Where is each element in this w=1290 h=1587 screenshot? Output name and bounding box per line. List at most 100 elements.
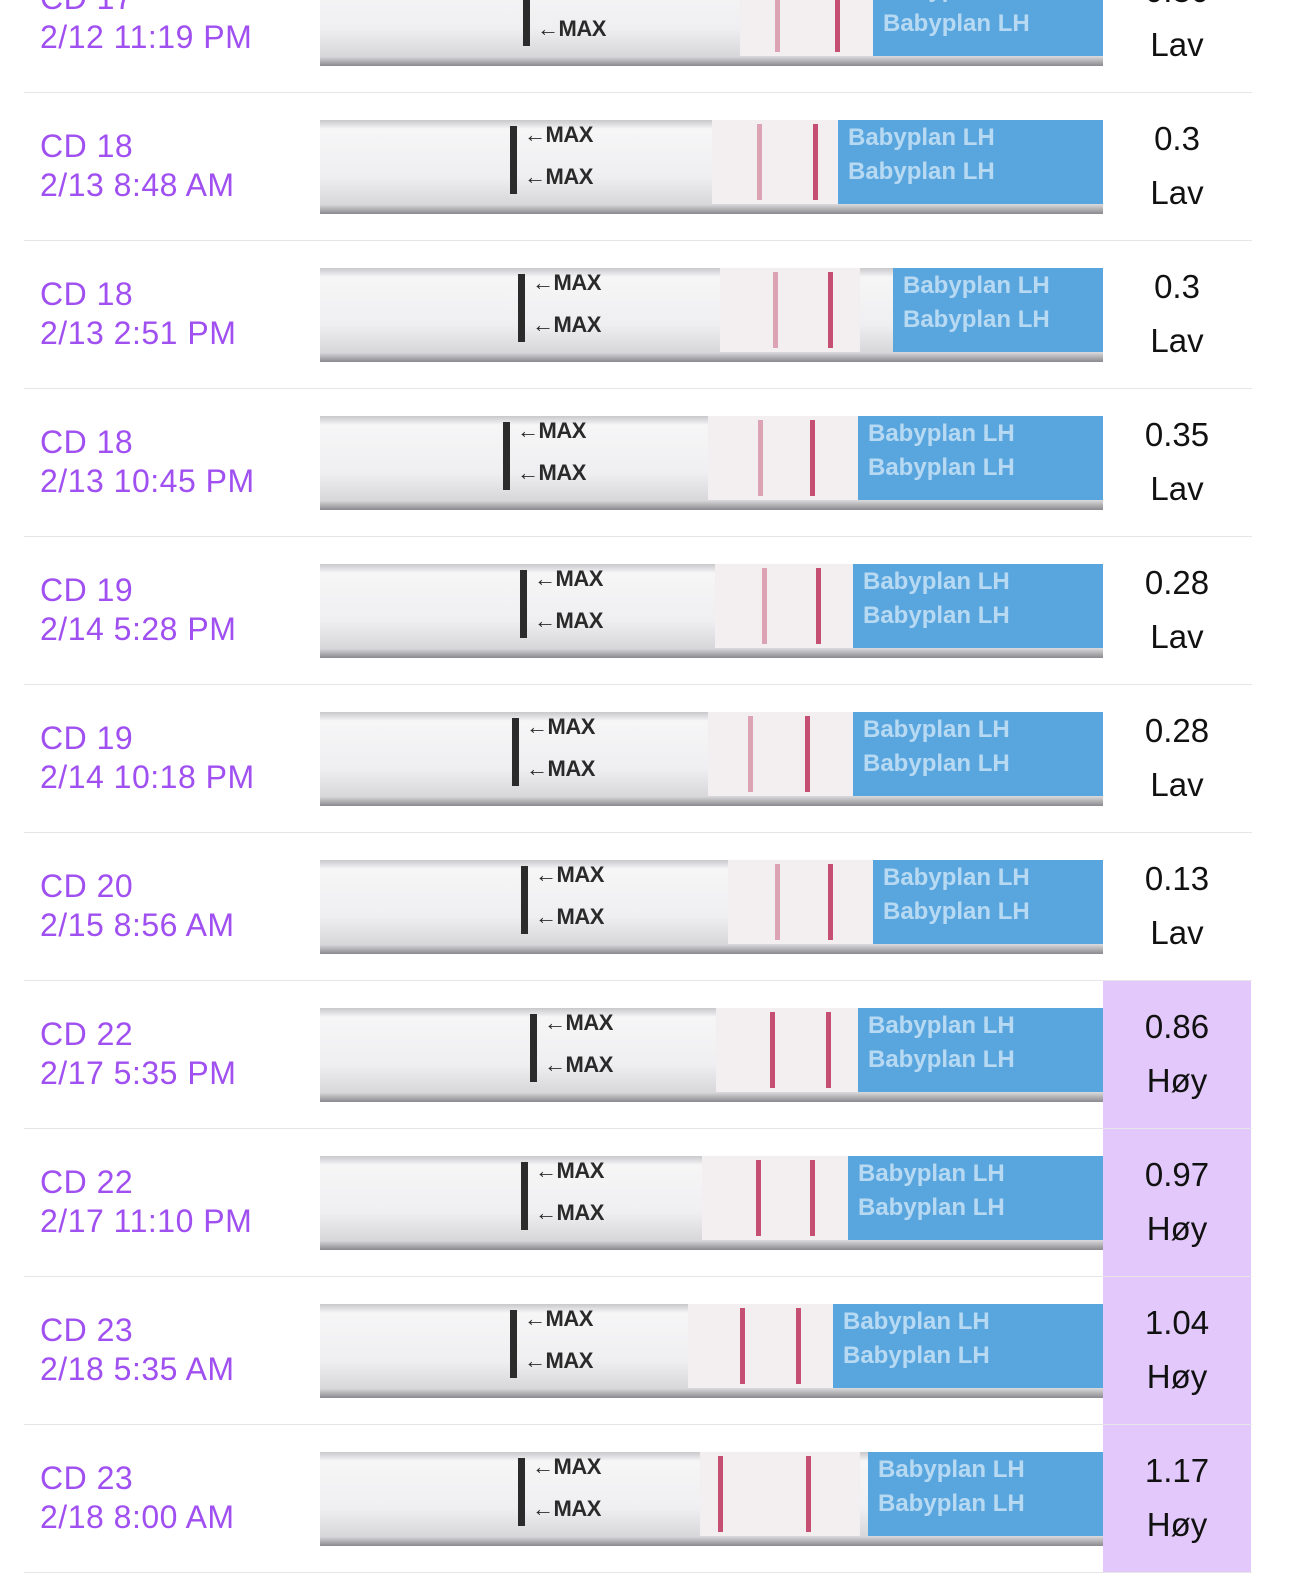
lh-level: Lav (1150, 174, 1204, 211)
entry-label: CD 23 2/18 5:35 AM (40, 1311, 235, 1389)
strip-max-bar (510, 126, 517, 194)
strip-test-line (740, 1308, 745, 1384)
strip-brand-text: Babyplan LH (858, 1194, 1005, 1221)
list-item[interactable]: CD 22 2/17 11:10 PM ←MAX ←MAX Babyplan LH Bab… (0, 1129, 1290, 1277)
row-divider (24, 980, 1252, 981)
result-cell-low: 0.30 Lav (1103, 0, 1251, 93)
lh-level: Høy (1146, 1506, 1208, 1543)
strip-test-line (748, 716, 753, 792)
strip-test-line (775, 864, 780, 940)
entry-label: CD 19 2/14 10:18 PM (40, 719, 255, 797)
test-datetime: 2/15 8:56 AM (40, 907, 235, 943)
lh-ratio-value: 1.04 (1144, 1304, 1210, 1341)
strip-control-line (810, 1160, 815, 1236)
strip-result-window (716, 1008, 866, 1092)
list-item[interactable]: CD 23 2/18 8:00 AM ←MAX ←MAX Babyplan LH Baby… (0, 1425, 1290, 1573)
result-cell-high: 1.17 Høy (1103, 1425, 1251, 1573)
cycle-day: CD 20 (40, 868, 134, 904)
lh-ratio-value: 0.86 (1144, 1008, 1210, 1045)
strip-max-bar (523, 0, 530, 46)
list-item[interactable]: CD 18 2/13 10:45 PM ←MAX ←MAX Babyplan LH Bab… (0, 389, 1290, 537)
strip-max-bar (510, 1310, 517, 1378)
lh-level: Høy (1146, 1210, 1208, 1247)
strip-brand-text: Babyplan LH (883, 10, 1030, 37)
test-datetime: 2/12 11:19 PM (40, 19, 253, 55)
strip-result-window (708, 712, 853, 796)
result-cell-low: 0.3 Lav (1103, 93, 1251, 241)
strip-brand-label: Babyplan LH Babyplan LH (868, 1452, 1103, 1536)
strip-max-bar (512, 718, 519, 786)
test-datetime: 2/18 8:00 AM (40, 1499, 235, 1535)
lh-ratio-value: 0.3 (1154, 120, 1200, 157)
lh-level: Lav (1150, 26, 1204, 63)
result-cell-high: 0.97 Høy (1103, 1129, 1251, 1277)
list-item[interactable]: CD 19 2/14 5:28 PM ←MAX ←MAX Babyplan LH Baby… (0, 537, 1290, 685)
test-datetime: 2/13 10:45 PM (40, 463, 255, 499)
row-divider (24, 92, 1252, 93)
cycle-day: CD 17 (40, 0, 252, 18)
strip-brand-text: Babyplan LH (848, 158, 995, 185)
strip-max-bar (521, 1162, 528, 1230)
strip-brand-text: Babyplan LH (843, 1308, 990, 1335)
strip-brand-text: Babyplan LH (883, 0, 1030, 4)
list-item[interactable]: CD 19 2/14 10:18 PM ←MAX ←MAX Babyplan LH Bab… (0, 685, 1290, 833)
strip-max-marker: ←MAX (544, 1052, 613, 1077)
cycle-day: CD 23 (40, 1312, 134, 1348)
test-datetime: 2/17 5:35 PM (40, 1055, 237, 1091)
list-item[interactable]: CD 18 2/13 2:51 PM ←MAX ←MAX Babyplan LH Baby… (0, 241, 1290, 389)
strip-max-marker: ←MAX (532, 270, 601, 295)
lh-level: Høy (1146, 1062, 1208, 1099)
row-divider (24, 1424, 1252, 1425)
strip-brand-text: Babyplan LH (863, 568, 1010, 595)
strip-control-line (810, 420, 815, 496)
strip-max-marker: ←MAX (535, 904, 604, 929)
strip-brand-text: Babyplan LH (878, 1456, 1025, 1483)
strip-test-line (758, 420, 763, 496)
test-datetime: 2/14 5:28 PM (40, 611, 237, 647)
test-datetime: 2/13 8:48 AM (40, 167, 235, 203)
list-item[interactable]: CD 23 2/18 5:35 AM ←MAX ←MAX Babyplan LH Baby… (0, 1277, 1290, 1425)
lh-level: Lav (1150, 470, 1204, 507)
lh-level: Lav (1150, 618, 1204, 655)
strip-max-marker: ←MAX (535, 1200, 604, 1225)
strip-max-marker: ←MAX (534, 608, 603, 633)
strip-max-bar (518, 1458, 525, 1526)
strip-brand-text: Babyplan LH (903, 306, 1050, 333)
entry-label: CD 18 2/13 8:48 AM (40, 127, 235, 205)
strip-brand-text: Babyplan LH (868, 420, 1015, 447)
lh-ratio-value: 0.28 (1144, 712, 1210, 749)
strip-result-window (715, 564, 855, 648)
test-datetime: 2/13 2:51 PM (40, 315, 237, 351)
strip-brand-label: Babyplan LH Babyplan LH (848, 1156, 1103, 1240)
strip-test-line (775, 0, 780, 52)
test-datetime: 2/14 10:18 PM (40, 759, 255, 795)
cycle-day: CD 23 (40, 1460, 134, 1496)
strip-max-marker: ←MAX (535, 862, 604, 887)
lh-ratio-value: 0.97 (1144, 1156, 1210, 1193)
row-divider (24, 1128, 1252, 1129)
strip-control-line (828, 864, 833, 940)
strip-test-line (770, 1012, 775, 1088)
strip-test-line (762, 568, 767, 644)
list-item[interactable]: CD 18 2/13 8:48 AM ←MAX ←MAX Babyplan LH Baby… (0, 93, 1290, 241)
list-item[interactable]: CD 20 2/15 8:56 AM ←MAX ←MAX Babyplan LH Baby… (0, 833, 1290, 981)
strip-brand-label: Babyplan LH Babyplan LH (853, 564, 1103, 648)
row-divider (24, 832, 1252, 833)
test-datetime: 2/17 11:10 PM (40, 1203, 253, 1239)
strip-max-marker: ←MAX (526, 756, 595, 781)
strip-result-window (720, 268, 860, 352)
list-item[interactable]: CD 22 2/17 5:35 PM ←MAX ←MAX Babyplan LH Baby… (0, 981, 1290, 1129)
strip-max-bar (503, 422, 510, 490)
strip-brand-label: Babyplan LH Babyplan LH (853, 712, 1103, 796)
strip-max-marker: ←MAX (534, 566, 603, 591)
lh-ratio-value: 0.28 (1144, 564, 1210, 601)
strip-brand-text: Babyplan LH (883, 898, 1030, 925)
strip-control-line (835, 0, 840, 52)
